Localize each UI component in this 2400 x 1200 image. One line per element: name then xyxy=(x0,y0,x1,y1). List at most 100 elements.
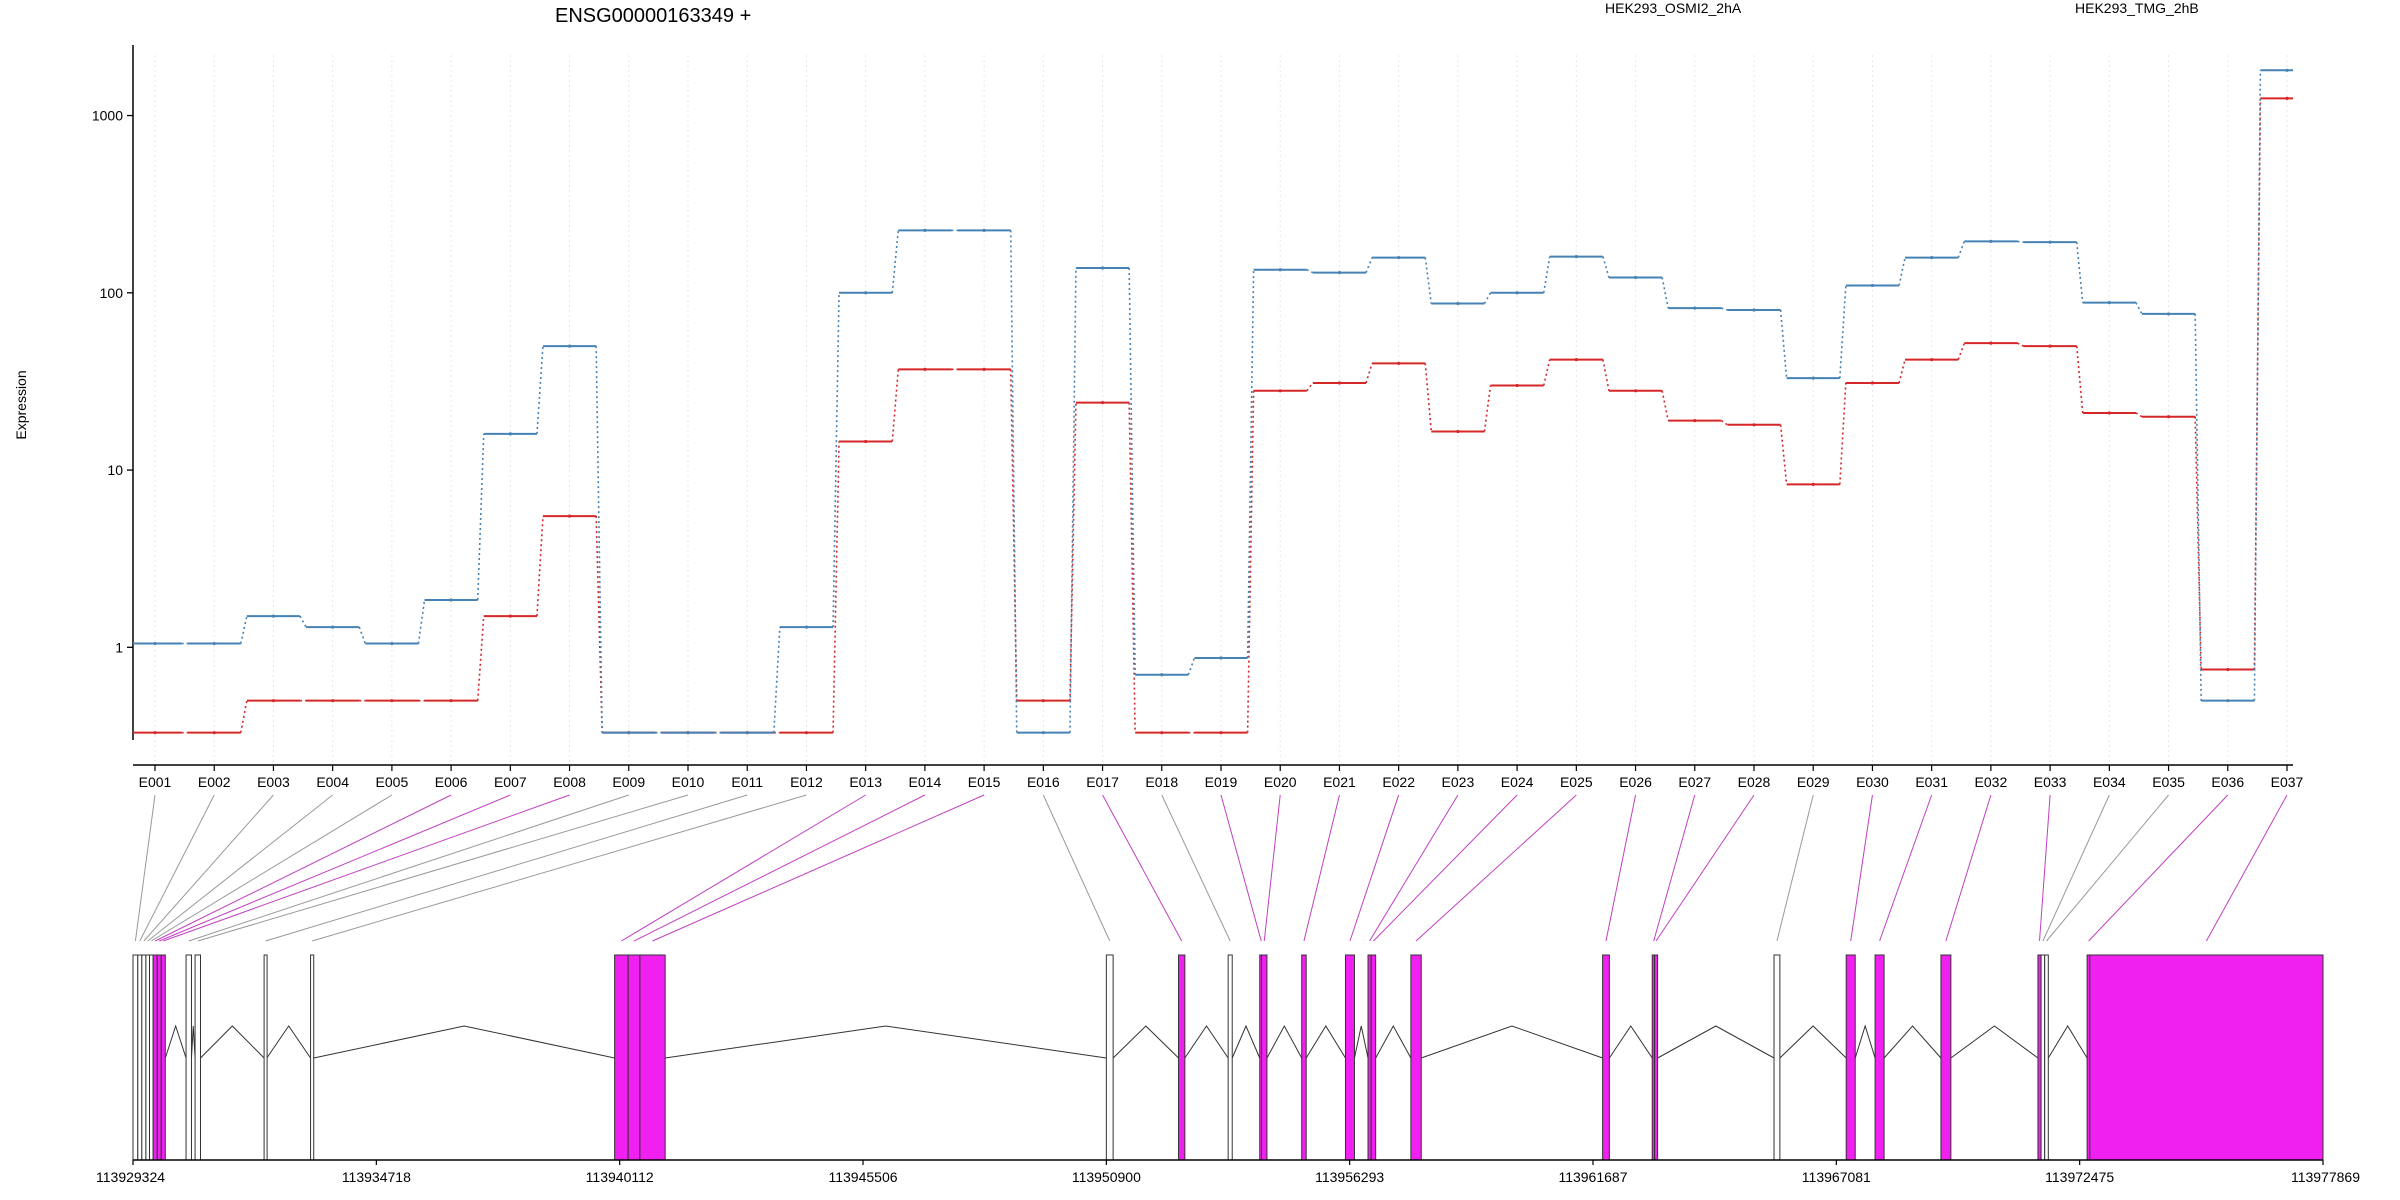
series-connector xyxy=(1779,309,1788,379)
exon-connector xyxy=(1102,794,1183,942)
series-connector xyxy=(891,230,900,293)
series-connector xyxy=(1779,424,1788,485)
exon-box-e028 xyxy=(1653,954,1659,1161)
exon-box-e015 xyxy=(639,954,666,1161)
intron-line xyxy=(1231,1024,1261,1059)
series-connector xyxy=(1602,359,1610,391)
series-point xyxy=(1989,239,1993,243)
exon-connector xyxy=(154,794,452,942)
series-point xyxy=(923,228,927,232)
series-connector xyxy=(2017,342,2024,347)
exon-box-e022 xyxy=(1344,954,1355,1161)
series-connector xyxy=(1306,382,1314,392)
series-point xyxy=(567,514,572,518)
exon-label-e031: E031 xyxy=(1915,774,1948,790)
series-point xyxy=(923,367,927,371)
series-layer xyxy=(133,68,2293,735)
series-point xyxy=(1633,389,1638,393)
series-point xyxy=(1456,429,1460,434)
exon-label-e024: E024 xyxy=(1501,774,1534,790)
legend-entry-tmg: HEK293_TMG_2hB xyxy=(2075,0,2199,16)
exon-connector xyxy=(163,794,570,942)
exon-label-e012: E012 xyxy=(790,774,823,790)
exon-connector xyxy=(2042,794,2110,942)
series-connector xyxy=(595,346,603,733)
series-point xyxy=(1456,301,1460,306)
coord-label: 113940112 xyxy=(586,1169,654,1185)
series-connector xyxy=(891,369,900,442)
exon-label-e026: E026 xyxy=(1619,774,1652,790)
series-point xyxy=(1397,361,1401,365)
exon-label-e010: E010 xyxy=(672,774,705,790)
series-point xyxy=(1515,383,1519,388)
series-connector xyxy=(476,616,485,701)
series-point xyxy=(1278,268,1282,272)
series-point xyxy=(508,614,512,618)
series-point xyxy=(212,731,216,735)
exon-box-e011 xyxy=(263,954,268,1161)
intron-line xyxy=(1375,1024,1412,1059)
intron-line xyxy=(1950,1025,2039,1059)
coord-label: 113929324 xyxy=(96,1169,165,1185)
coord-label: 113977869 xyxy=(2291,1169,2360,1185)
exon-label-e021: E021 xyxy=(1323,774,1356,790)
series-connector xyxy=(536,346,544,434)
exon-label-e035: E035 xyxy=(2152,774,2185,790)
series-connector xyxy=(1602,256,1610,278)
exon-connector xyxy=(147,794,333,942)
intron-line xyxy=(1657,1025,1775,1059)
exon-label-e001: E001 xyxy=(139,774,172,790)
exon-box-e006 xyxy=(152,954,158,1161)
exon-label-e036: E036 xyxy=(2211,774,2244,790)
series-point xyxy=(804,625,809,629)
series-point xyxy=(627,731,631,735)
series-connector xyxy=(1483,385,1492,432)
exon-box-e008 xyxy=(160,954,166,1161)
exon-label-e006: E006 xyxy=(435,774,468,790)
series-point xyxy=(1752,308,1756,312)
series-connector xyxy=(1424,363,1433,432)
exon-label-e008: E008 xyxy=(553,774,586,790)
series-connector xyxy=(1483,292,1492,304)
exon-box-e014 xyxy=(627,954,641,1161)
coord-label: 113972475 xyxy=(2045,1169,2114,1185)
series-connector xyxy=(1128,402,1136,733)
series-point xyxy=(2048,344,2052,348)
series-connector xyxy=(1721,307,1728,311)
series-connector xyxy=(1839,382,1847,485)
exon-label-e025: E025 xyxy=(1560,774,1593,790)
series-connector xyxy=(595,516,603,733)
series-connector xyxy=(1246,390,1255,733)
exon-box-e012 xyxy=(310,954,315,1161)
legend-entry-osmi2: HEK293_OSMI2_2hA xyxy=(1605,0,1742,16)
series-connector xyxy=(2075,242,2084,303)
exon-box-e030 xyxy=(1845,954,1856,1161)
series-connector xyxy=(2017,240,2024,243)
series-connector xyxy=(1306,268,1314,274)
exon-box-e009 xyxy=(185,954,192,1161)
series-point xyxy=(390,641,394,646)
series-point xyxy=(331,625,335,629)
series-connector xyxy=(2253,70,2262,701)
series-connector xyxy=(1365,257,1373,273)
exon-label-e014: E014 xyxy=(909,774,942,790)
series-point xyxy=(1693,419,1697,423)
exon-box-e018 xyxy=(1227,954,1233,1161)
coord-label: 113950900 xyxy=(1072,1169,1141,1185)
coord-label: 113956293 xyxy=(1315,1169,1384,1185)
exon-connector xyxy=(197,794,689,942)
chart-title: ENSG00000163349 + xyxy=(555,5,751,27)
exon-box-e002 xyxy=(137,954,143,1161)
exon-label-e020: E020 xyxy=(1264,774,1297,790)
series-point xyxy=(1397,255,1401,260)
series-point xyxy=(1337,381,1342,385)
exon-connector xyxy=(312,794,807,942)
series-connector xyxy=(358,626,367,644)
exon-connector xyxy=(1161,794,1231,942)
intron-line xyxy=(1883,1025,1942,1059)
series-point xyxy=(982,228,986,232)
series-point xyxy=(2107,301,2111,305)
series-connector xyxy=(1957,342,1966,360)
exon-connector xyxy=(1605,794,1637,942)
series-connector xyxy=(2194,416,2202,670)
